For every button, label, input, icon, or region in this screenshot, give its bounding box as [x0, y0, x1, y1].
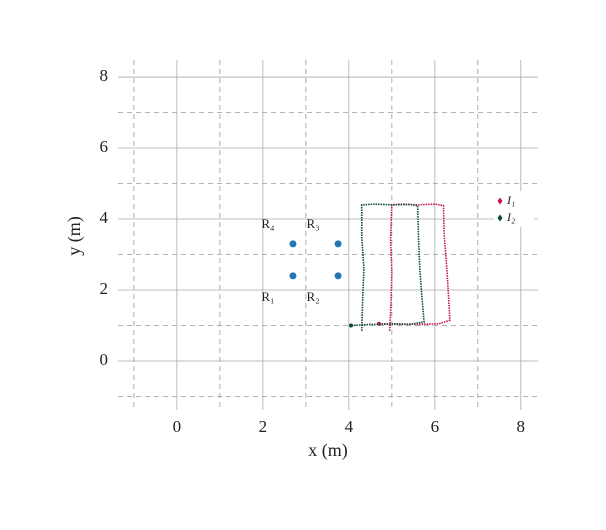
robot-point [289, 272, 297, 280]
y-tick-label: 4 [100, 208, 109, 227]
y-tick-label: 6 [100, 137, 109, 156]
legend-label: I₂ [506, 210, 515, 224]
x-axis-label: x (m) [308, 440, 348, 461]
y-tick-label: 0 [100, 350, 109, 369]
legend-label: I₁ [506, 193, 515, 207]
point-label: R₁ [261, 289, 274, 304]
robot-point [334, 272, 342, 280]
x-tick-label: 8 [517, 417, 526, 436]
robot-point [289, 240, 297, 248]
legend-marker [497, 214, 503, 222]
x-tick-label: 0 [173, 417, 182, 436]
trajectory [378, 203, 451, 331]
x-tick-label: 6 [431, 417, 440, 436]
legend-box [494, 191, 534, 228]
x-tick-label: 2 [259, 417, 268, 436]
point-label: R₂ [307, 289, 320, 304]
point-label: R₃ [307, 216, 320, 231]
y-tick-label: 2 [100, 279, 109, 298]
legend-marker [497, 197, 503, 205]
trajectory-end [348, 323, 353, 328]
robot-point [334, 240, 342, 248]
y-axis-label: y (m) [64, 216, 85, 256]
trajectory [350, 203, 425, 331]
y-tick-label: 8 [100, 66, 109, 85]
point-label: R₄ [261, 216, 275, 231]
x-tick-label: 4 [345, 417, 354, 436]
